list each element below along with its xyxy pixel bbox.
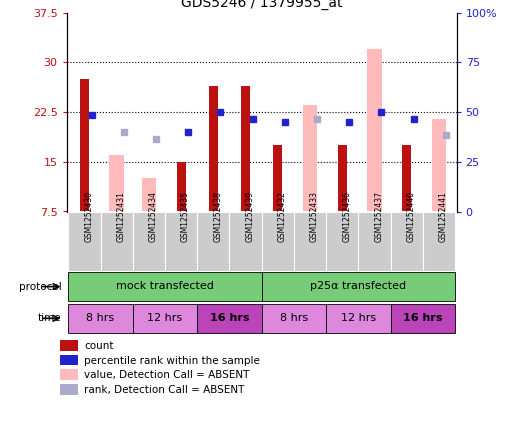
Bar (273, 145, 282, 212)
Bar (61, 370, 78, 380)
Text: GSM1252430: GSM1252430 (85, 191, 93, 242)
Bar (390, 304, 455, 332)
Text: GSM1252438: GSM1252438 (213, 191, 222, 242)
Text: GSM1252432: GSM1252432 (278, 191, 287, 242)
Bar (294, 212, 326, 271)
Bar (241, 85, 250, 212)
Bar (80, 79, 89, 212)
Text: 8 hrs: 8 hrs (87, 313, 114, 323)
Text: 12 hrs: 12 hrs (147, 313, 183, 323)
Bar (61, 340, 78, 351)
Bar (176, 162, 186, 212)
Bar (61, 354, 78, 365)
Bar (197, 212, 229, 271)
Text: mock transfected: mock transfected (116, 281, 214, 291)
Text: protocol: protocol (19, 282, 62, 291)
Bar (262, 272, 455, 301)
Bar (61, 385, 78, 395)
Text: GSM1252437: GSM1252437 (374, 191, 383, 242)
Bar (423, 212, 455, 271)
Text: GSM1252436: GSM1252436 (342, 191, 351, 242)
Bar (133, 304, 197, 332)
Bar (142, 179, 156, 212)
Text: 8 hrs: 8 hrs (280, 313, 308, 323)
Bar (68, 212, 101, 271)
Text: 12 hrs: 12 hrs (341, 313, 376, 323)
Text: GSM1252435: GSM1252435 (181, 191, 190, 242)
Bar (358, 212, 390, 271)
Bar (209, 85, 218, 212)
Bar (431, 119, 446, 212)
Bar (326, 304, 390, 332)
Bar (262, 212, 294, 271)
Text: GSM1252431: GSM1252431 (116, 191, 126, 242)
Text: 16 hrs: 16 hrs (210, 313, 249, 323)
Text: count: count (85, 341, 114, 351)
Bar (262, 304, 326, 332)
Text: GSM1252434: GSM1252434 (149, 191, 158, 242)
Bar (338, 145, 347, 212)
Bar (390, 212, 423, 271)
Text: time: time (38, 313, 62, 323)
Title: GDS5246 / 1379955_at: GDS5246 / 1379955_at (181, 0, 342, 10)
Bar (197, 304, 262, 332)
Text: GSM1252433: GSM1252433 (310, 191, 319, 242)
Text: value, Detection Call = ABSENT: value, Detection Call = ABSENT (85, 371, 250, 380)
Bar (303, 105, 317, 212)
Bar (402, 145, 411, 212)
Bar (367, 49, 382, 212)
Text: GSM1252440: GSM1252440 (407, 191, 416, 242)
Bar (229, 212, 262, 271)
Bar (165, 212, 197, 271)
Bar (133, 212, 165, 271)
Text: GSM1252441: GSM1252441 (439, 191, 448, 242)
Bar (326, 212, 358, 271)
Text: p25α transfected: p25α transfected (310, 281, 406, 291)
Text: 16 hrs: 16 hrs (403, 313, 443, 323)
Bar (101, 212, 133, 271)
Bar (68, 304, 133, 332)
Bar (68, 272, 262, 301)
Text: rank, Detection Call = ABSENT: rank, Detection Call = ABSENT (85, 385, 245, 395)
Text: percentile rank within the sample: percentile rank within the sample (85, 356, 260, 365)
Text: GSM1252439: GSM1252439 (246, 191, 254, 242)
Bar (109, 155, 124, 212)
